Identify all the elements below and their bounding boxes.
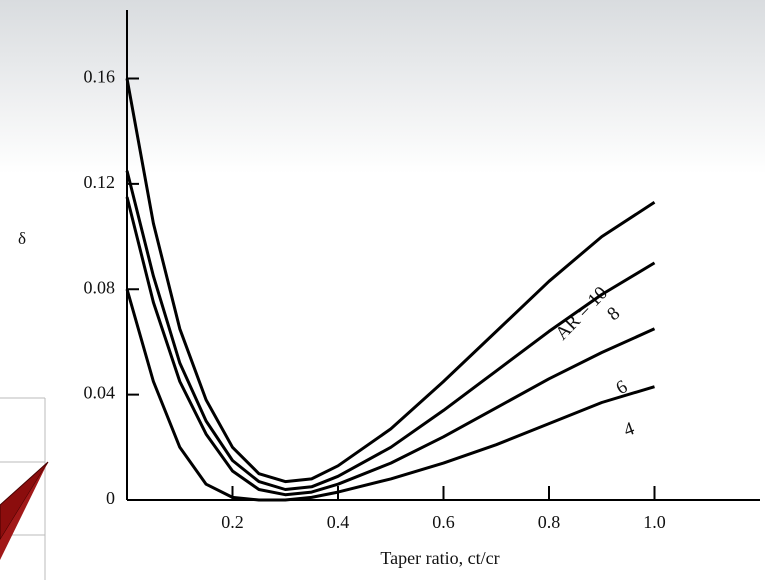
slide-fragment [0,397,49,580]
x-tick-label: 0.2 [221,512,244,532]
x-tick-label: 0.6 [432,512,455,532]
y-tick-label: 0.08 [84,277,116,297]
curve [125,288,655,502]
x-axis-label: Taper ratio, ct/cr [380,548,499,568]
curve [125,170,656,491]
x-tick-label: 0.4 [327,512,350,532]
y-tick-label: 0.12 [84,172,116,192]
curve [125,196,656,497]
x-tick-label: 1.0 [643,512,666,532]
y-axis-label: δ [18,229,26,248]
y-tick-label: 0.04 [84,383,116,403]
y-tick-label: 0 [106,488,115,508]
y-tick-label: 0.16 [84,67,116,87]
x-tick-label: 0.8 [538,512,561,532]
curve [125,78,656,484]
